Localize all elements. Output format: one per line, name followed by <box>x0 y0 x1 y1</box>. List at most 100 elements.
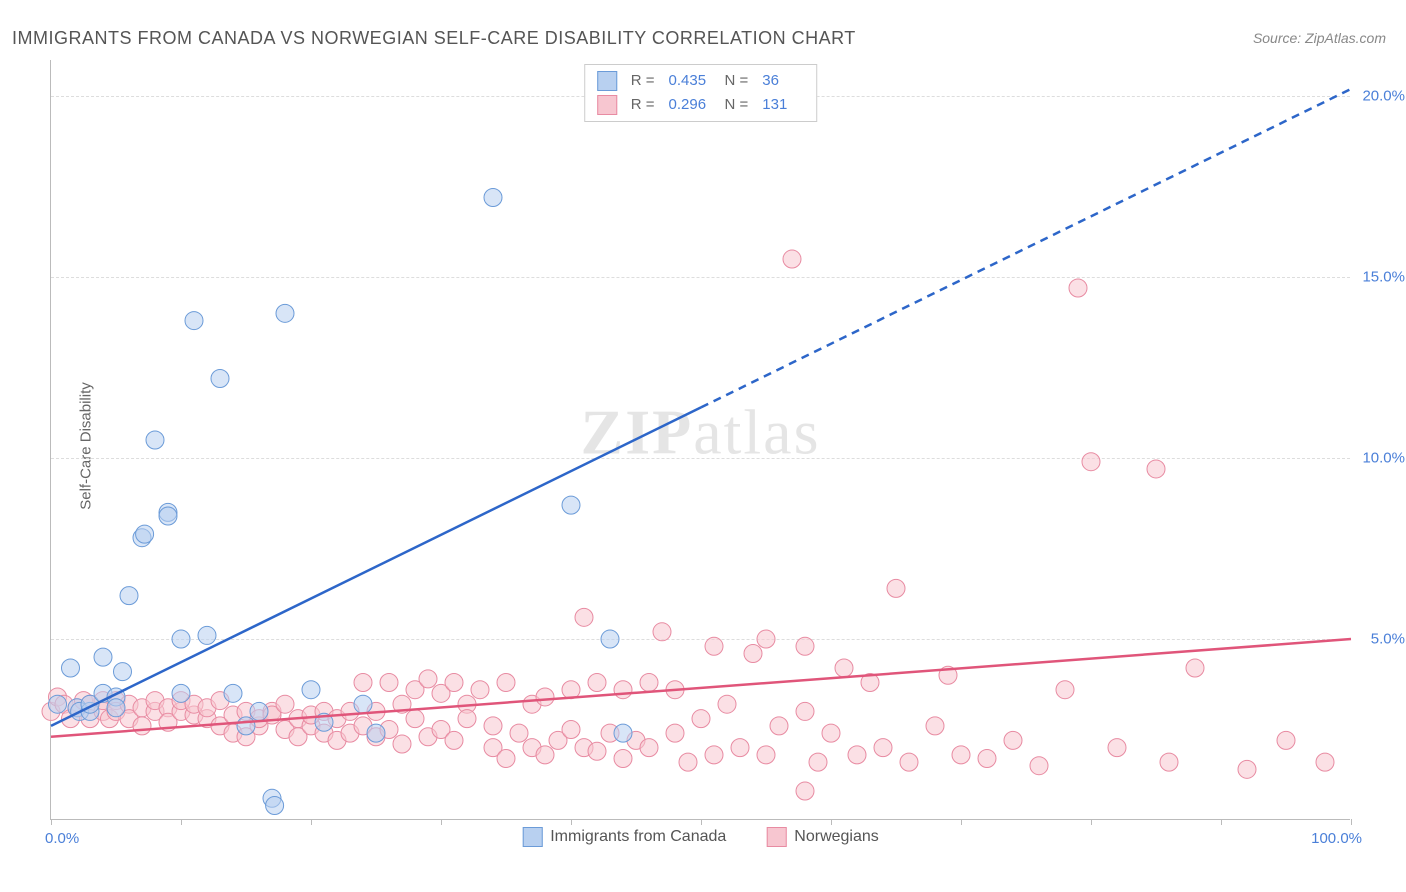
data-point <box>484 189 502 207</box>
data-point <box>224 684 242 702</box>
trend-line-dashed <box>701 89 1351 407</box>
data-point <box>185 312 203 330</box>
data-point <box>835 659 853 677</box>
data-point <box>367 724 385 742</box>
bottom-legend: Immigrants from Canada Norwegians <box>522 827 879 847</box>
data-point <box>133 717 151 735</box>
data-point <box>510 724 528 742</box>
data-point <box>978 749 996 767</box>
chart-svg <box>51 60 1350 819</box>
data-point <box>1082 453 1100 471</box>
data-point <box>1147 460 1165 478</box>
data-point <box>718 695 736 713</box>
data-point <box>1056 681 1074 699</box>
data-point <box>159 507 177 525</box>
x-tick <box>51 819 52 825</box>
data-point <box>692 710 710 728</box>
R-label-2: R = <box>631 93 655 117</box>
data-point <box>211 369 229 387</box>
data-point <box>900 753 918 771</box>
source-value: ZipAtlas.com <box>1305 30 1386 46</box>
data-point <box>705 637 723 655</box>
data-point <box>302 681 320 699</box>
x-tick-label-right: 100.0% <box>1311 830 1362 847</box>
data-point <box>536 746 554 764</box>
data-point <box>562 496 580 514</box>
data-point <box>354 673 372 691</box>
x-tick <box>961 819 962 825</box>
x-tick <box>1351 819 1352 825</box>
data-point <box>114 663 132 681</box>
bottom-swatch-norwegians <box>766 827 786 847</box>
data-point <box>1186 659 1204 677</box>
data-point <box>601 630 619 648</box>
data-point <box>276 695 294 713</box>
data-point <box>705 746 723 764</box>
data-point <box>809 753 827 771</box>
bottom-legend-item-norwegians: Norwegians <box>766 827 878 847</box>
source-credit: Source: ZipAtlas.com <box>1253 30 1386 46</box>
x-tick <box>181 819 182 825</box>
data-point <box>445 673 463 691</box>
bottom-label-norwegians: Norwegians <box>794 828 878 846</box>
x-tick-label-left: 0.0% <box>45 830 79 847</box>
data-point <box>1160 753 1178 771</box>
data-point <box>783 250 801 268</box>
data-point <box>1030 757 1048 775</box>
data-point <box>757 746 775 764</box>
data-point <box>406 710 424 728</box>
data-point <box>107 699 125 717</box>
data-point <box>731 739 749 757</box>
data-point <box>952 746 970 764</box>
data-point <box>266 797 284 815</box>
data-point <box>458 710 476 728</box>
data-point <box>1108 739 1126 757</box>
data-point <box>874 739 892 757</box>
data-point <box>614 681 632 699</box>
x-tick <box>441 819 442 825</box>
data-point <box>796 637 814 655</box>
data-point <box>536 688 554 706</box>
stat-legend: R = 0.435 N = 36 R = 0.296 N = 131 <box>584 64 818 122</box>
stat-legend-row-1: R = 0.435 N = 36 <box>597 69 805 93</box>
data-point <box>796 782 814 800</box>
R-value-2: 0.296 <box>669 93 711 117</box>
data-point <box>796 702 814 720</box>
data-point <box>1069 279 1087 297</box>
data-point <box>198 626 216 644</box>
data-point <box>1004 731 1022 749</box>
N-label-2: N = <box>725 93 749 117</box>
data-point <box>848 746 866 764</box>
data-point <box>822 724 840 742</box>
data-point <box>744 645 762 663</box>
data-point <box>172 684 190 702</box>
data-point <box>136 525 154 543</box>
N-label-1: N = <box>725 69 749 93</box>
y-tick-label: 15.0% <box>1362 269 1405 286</box>
data-point <box>497 749 515 767</box>
data-point <box>354 695 372 713</box>
y-tick-label: 5.0% <box>1371 631 1405 648</box>
data-point <box>250 702 268 720</box>
stat-legend-row-2: R = 0.296 N = 131 <box>597 93 805 117</box>
data-point <box>562 721 580 739</box>
N-value-1: 36 <box>762 69 804 93</box>
plot-area: ZIPatlas 5.0%10.0%15.0%20.0% 0.0% 100.0%… <box>50 60 1350 820</box>
y-tick-label: 10.0% <box>1362 450 1405 467</box>
data-point <box>1238 760 1256 778</box>
R-value-1: 0.435 <box>669 69 711 93</box>
data-point <box>62 659 80 677</box>
data-point <box>640 673 658 691</box>
data-point <box>471 681 489 699</box>
data-point <box>640 739 658 757</box>
x-tick <box>311 819 312 825</box>
x-tick <box>831 819 832 825</box>
x-tick <box>571 819 572 825</box>
data-point <box>497 673 515 691</box>
data-point <box>770 717 788 735</box>
legend-swatch-canada <box>597 71 617 91</box>
data-point <box>276 304 294 322</box>
data-point <box>588 673 606 691</box>
bottom-swatch-canada <box>522 827 542 847</box>
data-point <box>757 630 775 648</box>
